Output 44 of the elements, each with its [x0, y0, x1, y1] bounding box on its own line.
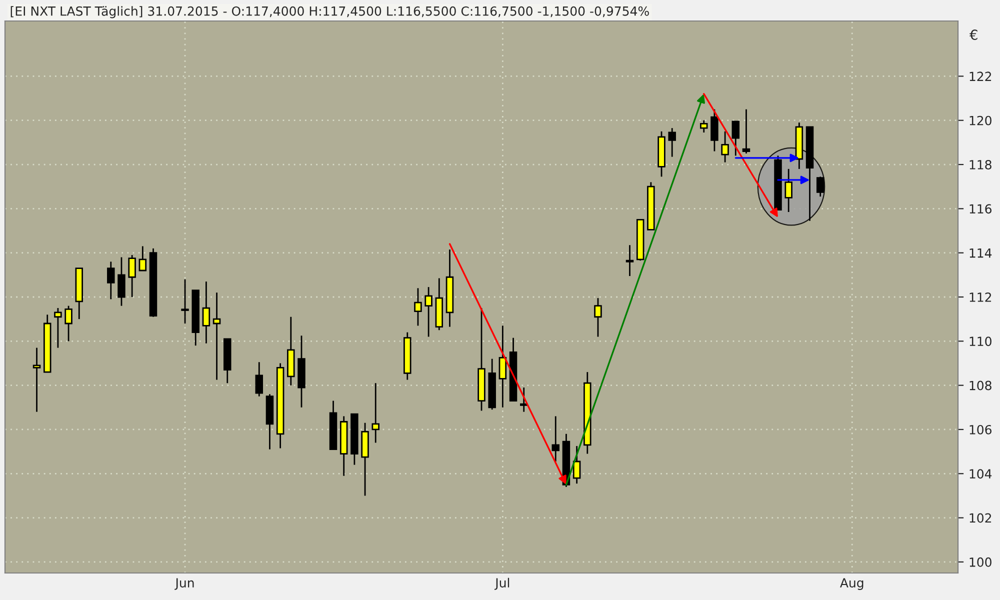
x-tick-label: Jul [494, 578, 510, 590]
candlestick [212, 292, 221, 380]
candlestick [732, 120, 740, 156]
candlestick [784, 168, 792, 213]
y-tick-label: 118 [970, 160, 992, 170]
candlestick [138, 246, 147, 272]
candlestick [255, 361, 264, 398]
candlestick [64, 305, 72, 342]
y-tick-label: 114 [970, 248, 992, 258]
y-axis-title: € [969, 30, 978, 40]
y-tick-label: 122 [970, 72, 992, 81]
candlestick [552, 416, 560, 462]
candlestick [700, 120, 708, 134]
x-tick-label: Jun [174, 578, 194, 590]
chart-title: [EI NXT LAST Täglich] 31.07.2015 - O:117,4000 H:117,4500 L:116,5500 C:116,7500 -1,1500 -0,9754% [10, 6, 649, 18]
candlestick [742, 108, 750, 154]
candlestick [181, 278, 189, 324]
candlestick [128, 254, 136, 298]
y-tick-label: 112 [970, 292, 992, 302]
y-tick-label: 108 [970, 380, 992, 390]
candlestick [54, 307, 62, 348]
candlestick [107, 260, 115, 300]
y-tick-label: 106 [970, 424, 992, 434]
y-tick-label: 100 [970, 557, 992, 567]
y-tick-label: 120 [970, 116, 992, 126]
candlestick [414, 287, 422, 326]
y-tick-label: 116 [970, 204, 992, 214]
candlestick [626, 244, 634, 277]
y-tick-label: 102 [970, 513, 992, 523]
candlestick [594, 297, 602, 338]
candlestick [32, 347, 41, 413]
y-tick-label: 104 [970, 469, 992, 479]
y-tick-label: 110 [970, 336, 992, 346]
candlestick [520, 386, 528, 413]
candlestick [118, 256, 126, 307]
candlestick [710, 108, 718, 152]
candlestick [668, 127, 676, 158]
x-tick-label: Aug [840, 578, 864, 590]
candlestick [721, 130, 729, 164]
candlestick [424, 286, 432, 338]
candlestick [202, 280, 210, 344]
candlestick [498, 325, 507, 408]
candlestick [372, 382, 380, 444]
candlestick [572, 445, 581, 484]
